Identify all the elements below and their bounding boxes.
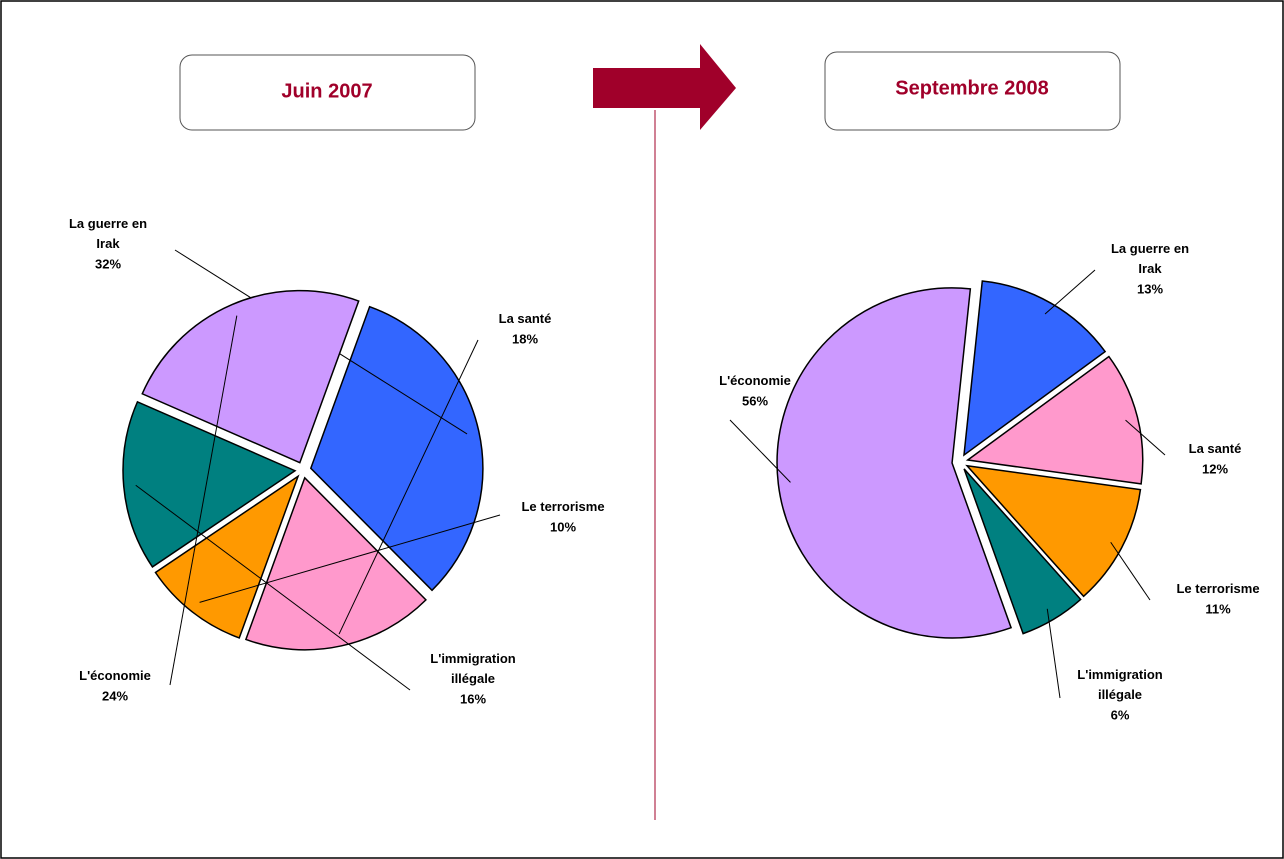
chart-title: Juin 2007 xyxy=(281,80,372,102)
header-box xyxy=(824,51,1121,131)
arrow xyxy=(593,44,736,130)
leader-line xyxy=(1046,608,1061,699)
label-line: Irak xyxy=(1138,261,1162,276)
leader-line xyxy=(199,514,501,603)
value-label: 18% xyxy=(512,331,538,346)
label-line: La santé xyxy=(499,311,552,326)
leader-line xyxy=(1125,419,1166,456)
slice-label: La guerre en Irak xyxy=(69,216,147,251)
label-line: L'immigration xyxy=(430,651,515,666)
pie-slice xyxy=(963,280,1107,457)
pie-slice xyxy=(309,305,484,592)
label-line: La santé xyxy=(1189,441,1242,456)
label-line: L'économie xyxy=(79,668,151,683)
slice-label: L'économie xyxy=(719,373,791,388)
label-line: L'économie xyxy=(719,373,791,388)
leader-line xyxy=(729,419,791,483)
pie-slice xyxy=(244,476,427,651)
label-line: illégale xyxy=(1098,687,1142,702)
slice-label: L'immigration illégale xyxy=(1077,667,1162,702)
value-label: 6% xyxy=(1111,707,1130,722)
label-line: La guerre en xyxy=(69,216,147,231)
value-label: 12% xyxy=(1202,461,1228,476)
leader-line xyxy=(1044,269,1096,315)
pie-slice xyxy=(963,468,1082,635)
pie-slice xyxy=(776,287,1013,639)
label-line: L'immigration xyxy=(1077,667,1162,682)
value-label: 10% xyxy=(550,519,576,534)
value-label: 13% xyxy=(1137,281,1163,296)
pie-slice xyxy=(122,400,297,568)
header-box xyxy=(179,54,476,131)
pie-slice xyxy=(965,355,1144,485)
leader-line xyxy=(338,339,479,635)
leader-line xyxy=(169,315,238,686)
label-line: Le terrorisme xyxy=(521,499,604,514)
leader-line xyxy=(135,484,411,691)
slice-label: Le terrorisme xyxy=(1176,581,1259,596)
slice-label: La santé xyxy=(1189,441,1242,456)
label-line: La guerre en xyxy=(1111,241,1189,256)
label-line: Le terrorisme xyxy=(1176,581,1259,596)
leader-line xyxy=(1110,541,1151,601)
value-label: 11% xyxy=(1205,601,1231,616)
slice-label: La guerre en Irak xyxy=(1111,241,1189,276)
pie-slice xyxy=(965,464,1142,598)
slice-label: L'économie xyxy=(79,668,151,683)
label-line: Irak xyxy=(96,236,120,251)
value-label: 24% xyxy=(102,688,128,703)
value-label: 16% xyxy=(460,691,486,706)
slice-label: La santé xyxy=(499,311,552,326)
slice-label: L'immigration illégale xyxy=(430,651,515,686)
chart-title: Septembre 2008 xyxy=(895,77,1048,99)
pie-slice xyxy=(154,474,300,639)
value-label: 32% xyxy=(95,256,121,271)
slice-label: Le terrorisme xyxy=(521,499,604,514)
label-line: illégale xyxy=(451,671,495,686)
pie-slice xyxy=(141,289,360,464)
value-label: 56% xyxy=(742,393,768,408)
